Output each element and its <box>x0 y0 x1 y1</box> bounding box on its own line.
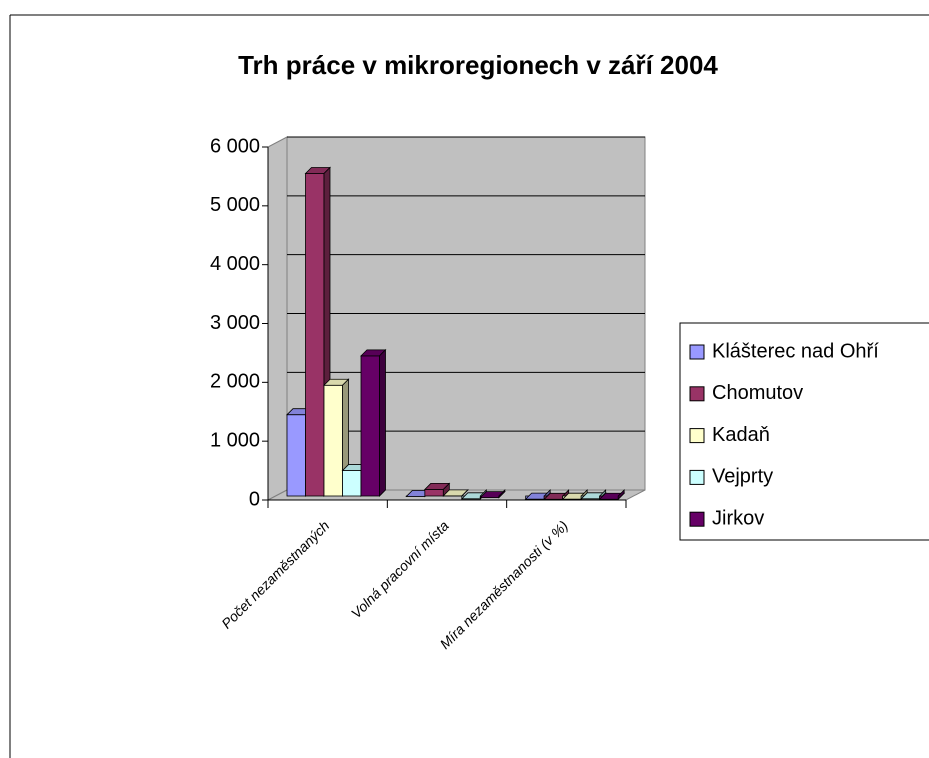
y-tick-label: 2 000 <box>210 371 260 393</box>
bar-front <box>286 414 306 497</box>
chart-title: Trh práce v mikroregionech v září 2004 <box>238 50 718 80</box>
x-tick-label: Volná pracovní místa <box>348 517 452 621</box>
bar-side <box>498 489 506 499</box>
legend <box>679 322 929 541</box>
legend-label: Klášterec nad Ohří <box>712 340 879 362</box>
legend-label: Chomutov <box>712 382 803 404</box>
y-tick-label: 4 000 <box>210 253 260 275</box>
legend-swatch <box>689 344 705 360</box>
y-tick-label: 0 <box>249 488 260 510</box>
side-wall <box>267 136 288 501</box>
x-tick-label: Míra nezaměstnanosti (v %) <box>437 517 572 652</box>
bar <box>360 348 387 497</box>
bar <box>479 489 506 499</box>
bar-front <box>342 470 362 497</box>
bar-side <box>379 348 386 497</box>
legend-swatch <box>689 428 705 444</box>
x-tick-label: Počet nezaměstnaných <box>218 517 332 631</box>
legend-label: Vejprty <box>712 466 773 488</box>
bar-front <box>424 489 444 497</box>
bar-front <box>305 173 325 497</box>
legend-swatch <box>689 386 705 402</box>
legend-swatch <box>689 511 705 527</box>
legend-label: Kadaň <box>712 424 770 446</box>
y-tick-label: 1 000 <box>210 429 260 451</box>
bar-front <box>360 355 380 497</box>
bar <box>598 489 626 501</box>
bar-side <box>617 489 625 501</box>
bar <box>423 482 451 497</box>
legend-swatch <box>689 469 705 485</box>
bar-front <box>323 384 343 497</box>
legend-label: Jirkov <box>712 507 764 529</box>
y-tick-label: 5 000 <box>210 194 260 216</box>
y-tick-label: 3 000 <box>210 312 260 334</box>
y-tick-label: 6 000 <box>210 135 260 157</box>
